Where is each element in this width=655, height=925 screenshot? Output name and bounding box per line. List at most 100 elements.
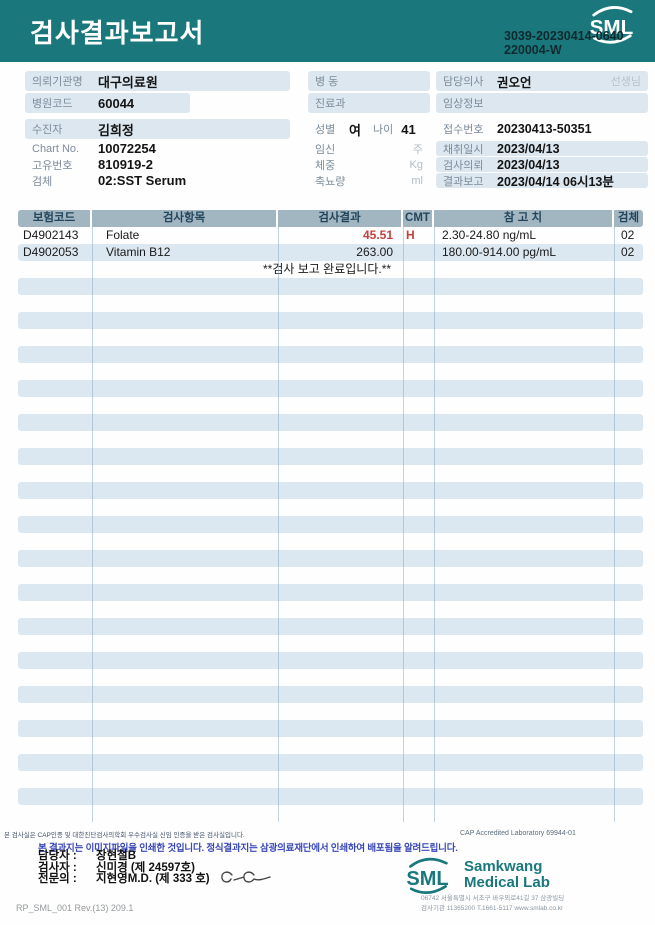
svg-text:SML: SML xyxy=(406,868,448,890)
info-label: Chart No. xyxy=(32,142,80,155)
table-cell: 180.00-914.00 pg/mL xyxy=(442,245,557,259)
table-row xyxy=(18,686,643,703)
info-label: 병원코드 xyxy=(32,98,73,110)
info-row: 병 동 xyxy=(308,71,430,91)
info-value: 2023/04/14 06시13분 xyxy=(497,175,614,189)
staff-name: 지현영M.D. (제 333 호) xyxy=(96,873,210,885)
table-cell: Folate xyxy=(106,228,140,242)
info-label: 접수번호 xyxy=(443,124,484,136)
info-col-left: 의뢰기관명 대구의료원 병원코드 60044 수진자 김희정 Chart No. 100722… xyxy=(25,71,290,189)
info-value: 권오언 xyxy=(497,75,532,90)
column-header: CMT xyxy=(403,210,434,227)
table-row xyxy=(18,380,643,397)
banner: 검사결과보고서 SML 3039-20230414-0640 220004-W xyxy=(0,0,655,62)
info-label: 임신 xyxy=(315,143,336,156)
info-col-middle: 병 동 진료과 성별 여 나이 41 임신 주 체중 Kg 축뇨량 ml xyxy=(308,71,430,189)
info-value: 02:SST Serum xyxy=(98,173,187,188)
info-row: 진료과 xyxy=(308,93,430,113)
info-row: 병원코드 60044 xyxy=(25,93,190,113)
table-cell: 45.51 xyxy=(362,228,393,242)
document-code: RP_SML_001 Rev.(13) 209.1 xyxy=(16,903,134,913)
results-table-header: 보험코드 검사항목 검사결과 CMT 참 고 치 검체 xyxy=(18,210,643,227)
table-row: D4902053 Vitamin B12 263.00 180.00-914.00 p… xyxy=(18,244,643,261)
table-cell: D4902053 xyxy=(23,245,79,259)
table-row: D4902143 Folate 45.51 H 2.30-24.80 ng/mL 02 xyxy=(18,227,643,244)
lab-name: Samkwang Medical Lab xyxy=(464,859,550,891)
info-value: 60044 xyxy=(98,95,135,111)
print-notice: 본 결과지는 이미지파일을 인쇄한 것입니다. 정식결과지는 삼광의료재단에서 … xyxy=(38,843,458,854)
info-label: 담당의사 xyxy=(443,76,484,88)
cap-accreditation-number: CAP Accredited Laboratory 69944-01 xyxy=(460,830,576,837)
info-row: 결과보고 2023/04/14 06시13분 xyxy=(436,173,648,189)
staff-line: 검사자 : 신미경 (제 24597호) xyxy=(38,861,210,875)
signature-icon xyxy=(221,871,271,883)
info-label: 체중 xyxy=(315,159,336,172)
info-unit: Kg xyxy=(409,158,423,171)
page-title: 검사결과보고서 xyxy=(30,18,205,48)
table-row xyxy=(18,516,643,533)
info-label: 검체 xyxy=(32,175,53,188)
table-row xyxy=(18,550,643,567)
info-value: 여 xyxy=(349,122,361,138)
staff-role: 담당자 : xyxy=(38,850,77,862)
table-row xyxy=(18,312,643,329)
cap-accreditation-note: 본 검사실은 CAP인증 및 대한진단검사의학회 우수검사실 신임 인증을 받은… xyxy=(4,832,245,839)
column-header: 보험코드 xyxy=(18,210,92,227)
results-table-body: D4902143 Folate 45.51 H 2.30-24.80 ng/mL 02 D4… xyxy=(18,227,643,822)
table-cell: 263.00 xyxy=(356,245,393,259)
table-row xyxy=(18,805,643,822)
info-label: 진료과 xyxy=(315,98,346,110)
sml-logo-icon: SML xyxy=(590,6,634,44)
report-complete-message: **검사 보고 완료입니다.** xyxy=(263,262,392,276)
table-row xyxy=(18,584,643,601)
column-header: 검사항목 xyxy=(92,210,278,227)
table-row xyxy=(18,771,643,788)
table-row xyxy=(18,635,643,652)
lab-name-line1: Samkwang xyxy=(464,858,543,875)
table-row xyxy=(18,295,643,312)
staff-name: 장현철B xyxy=(96,850,137,862)
table-row xyxy=(18,499,643,516)
table-cell: H xyxy=(406,228,415,242)
report-number: 3039-20230414-0640 220004-W xyxy=(504,29,624,57)
info-row: 체중 Kg xyxy=(308,157,430,172)
lab-name-line2: Medical Lab xyxy=(464,874,550,891)
table-row xyxy=(18,397,643,414)
table-row xyxy=(18,754,643,771)
info-label: 성별 xyxy=(315,124,336,136)
table-row xyxy=(18,720,643,737)
info-row: Chart No. 10072254 xyxy=(25,141,290,156)
info-value: 2023/04/13 xyxy=(497,141,560,156)
staff-role: 검사자 : xyxy=(38,861,77,874)
table-row xyxy=(18,703,643,720)
table-cell: 02 xyxy=(621,245,635,259)
report-number-line1: 3039-20230414-0640 xyxy=(504,29,624,43)
info-row: 검체 02:SST Serum xyxy=(25,173,290,188)
info-label: 축뇨량 xyxy=(315,175,346,188)
info-row: 성별 여 나이 41 xyxy=(308,119,430,139)
svg-text:SML: SML xyxy=(590,16,634,39)
info-label: 검사의뢰 xyxy=(443,159,484,172)
table-cell: 2.30-24.80 ng/mL xyxy=(442,228,537,242)
info-row: 축뇨량 ml xyxy=(308,173,430,188)
lab-address: 06742 서울특별시 서초구 바우뫼로41길 37 삼광빌딩 xyxy=(421,895,565,902)
table-row xyxy=(18,278,643,295)
staff-block: 담당자 : 장현철B 검사자 : 신미경 (제 24597호) 전문의 : 지현영M.D.… xyxy=(38,850,210,886)
info-row: 고유번호 810919-2 xyxy=(25,157,290,172)
table-row xyxy=(18,465,643,482)
info-value: 810919-2 xyxy=(98,157,153,172)
table-cell: 02 xyxy=(621,228,635,242)
info-row: 채취일시 2023/04/13 xyxy=(436,141,648,156)
info-label: 의뢰기관명 xyxy=(32,76,83,88)
report-number-line2: 220004-W xyxy=(504,43,562,57)
info-row: 임신 주 xyxy=(308,141,430,156)
table-row xyxy=(18,329,643,346)
table-row xyxy=(18,431,643,448)
column-header: 검체 xyxy=(614,210,643,227)
table-row xyxy=(18,737,643,754)
info-row: 수진자 김희정 xyxy=(25,119,290,139)
info-value: 10072254 xyxy=(98,141,156,156)
table-cell: Vitamin B12 xyxy=(106,245,171,259)
info-label: 채취일시 xyxy=(443,143,484,156)
